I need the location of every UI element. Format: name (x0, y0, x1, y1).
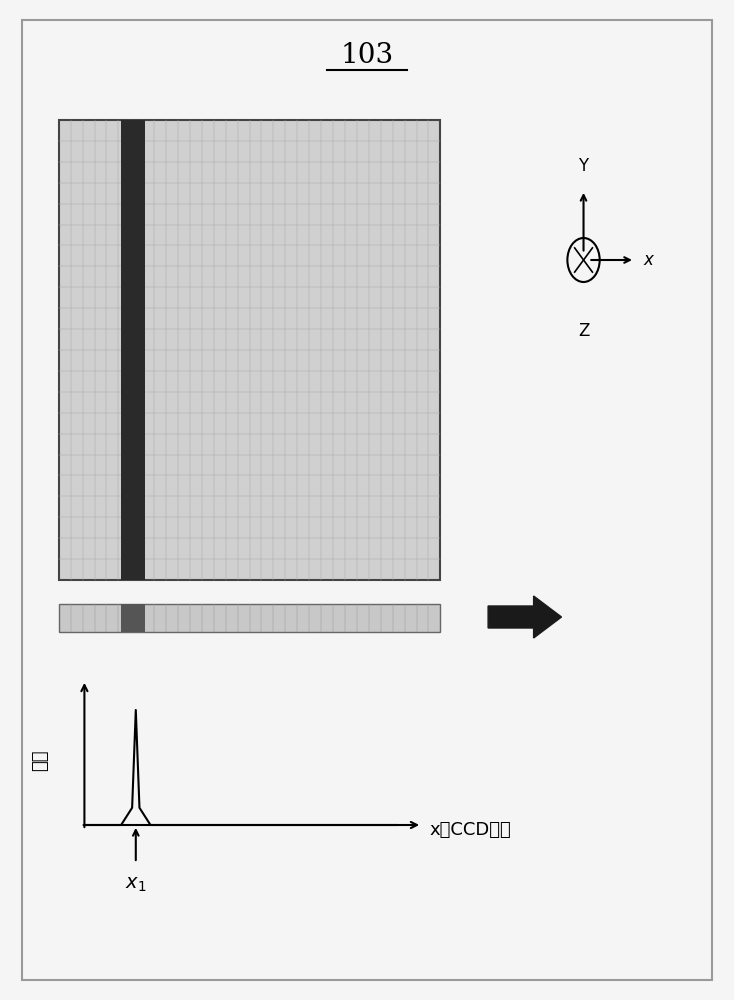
Text: x: x (644, 251, 653, 269)
Text: Z: Z (578, 322, 589, 340)
Text: Y: Y (578, 157, 589, 175)
Text: 信号: 信号 (32, 749, 49, 771)
Text: x（CCD行）: x（CCD行） (429, 821, 511, 839)
Bar (59, 604, 440, 632)
Text: $x_1$: $x_1$ (125, 875, 147, 894)
Bar (121, 120, 145, 580)
Bar (121, 604, 145, 632)
FancyArrow shape (488, 596, 562, 638)
Bar (59, 120, 440, 580)
Text: 103: 103 (341, 42, 393, 69)
